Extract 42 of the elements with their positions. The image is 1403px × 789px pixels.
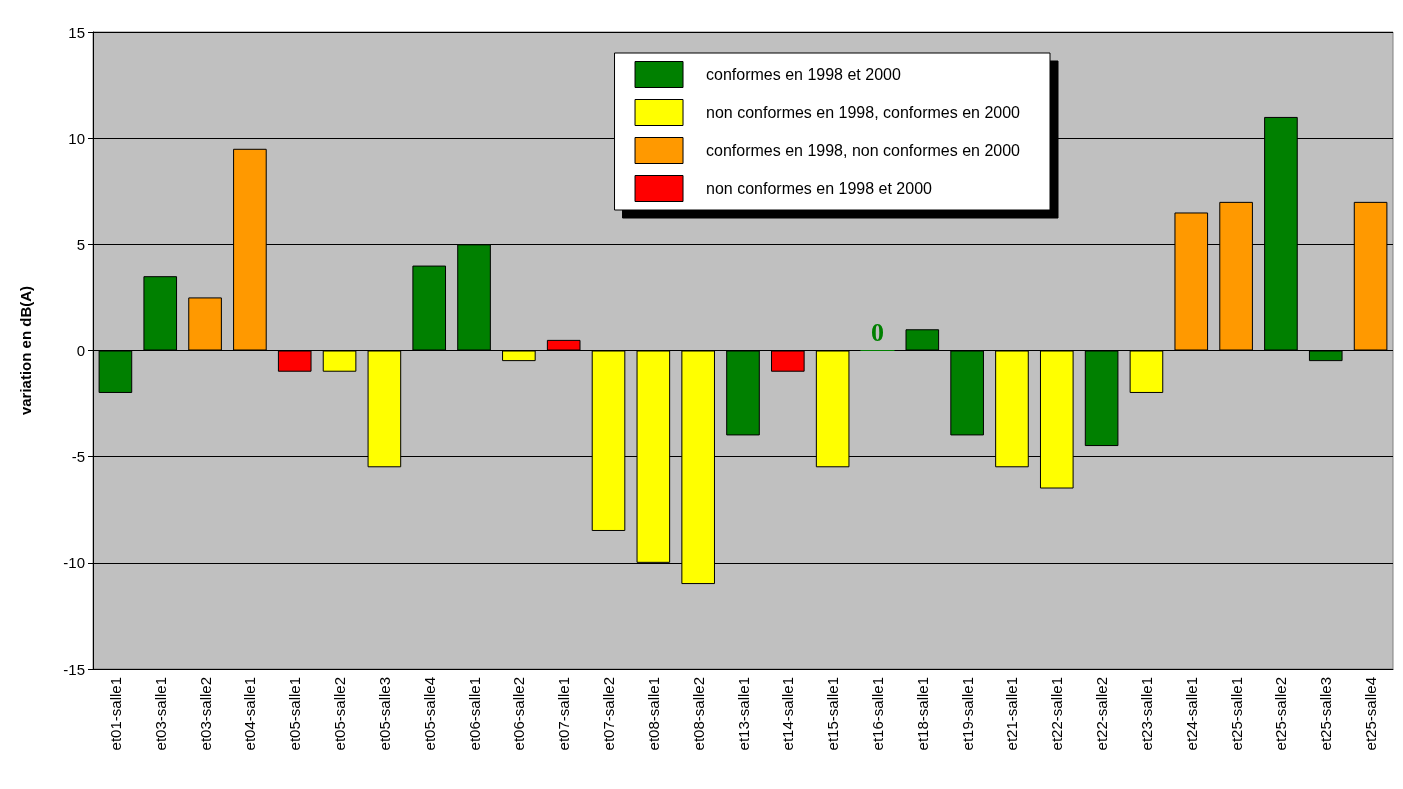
legend-label: non conformes en 1998 et 2000 <box>706 180 933 197</box>
x-tick-label: et25-salle3 <box>1317 677 1335 751</box>
x-tick-label: et21-salle1 <box>1003 677 1021 751</box>
x-tick-label: et19-salle1 <box>958 677 976 751</box>
x-tick-label: et03-salle1 <box>151 677 169 751</box>
x-tick-label: et05-salle2 <box>331 677 349 751</box>
x-tick-label: et05-salle3 <box>375 677 393 751</box>
x-tick-label: et14-salle1 <box>779 677 797 751</box>
y-tick-label: -5 <box>71 448 85 466</box>
x-tick-label: et18-salle1 <box>913 677 931 751</box>
y-tick-label: 10 <box>68 129 85 147</box>
y-tick-label: 5 <box>76 235 85 253</box>
x-tick-label: et06-salle1 <box>465 677 483 751</box>
y-axis-title: variation en dB(A) <box>17 285 34 416</box>
x-tick-label: et22-salle1 <box>1048 677 1066 751</box>
y-tick-label: -10 <box>63 554 85 572</box>
y-tick-label: 15 <box>68 23 85 41</box>
x-tick-label: et15-salle1 <box>824 677 842 751</box>
x-tick-label: et05-salle4 <box>420 677 438 751</box>
x-tick-label: et25-salle4 <box>1362 677 1380 751</box>
x-tick-label: et08-salle2 <box>689 677 707 751</box>
x-tick-label: et16-salle1 <box>868 677 886 751</box>
x-tick-label: et07-salle2 <box>600 677 618 751</box>
legend-label: conformes en 1998, non conformes en 2000 <box>706 142 1021 159</box>
x-tick-label: et05-salle1 <box>286 677 304 751</box>
x-tick-label: et06-salle2 <box>510 677 528 751</box>
x-tick-label: et03-salle2 <box>196 677 214 751</box>
x-tick-label: et08-salle1 <box>644 677 662 751</box>
x-tick-label: et25-salle1 <box>1227 677 1245 751</box>
y-tick-label: -15 <box>63 660 85 678</box>
x-tick-label: et07-salle1 <box>555 677 573 751</box>
x-tick-label: et25-salle2 <box>1272 677 1290 751</box>
x-tick-label: et24-salle1 <box>1182 677 1200 751</box>
x-tick-label: et22-salle2 <box>1093 677 1111 751</box>
x-tick-label: et13-salle1 <box>734 677 752 751</box>
x-tick-label: et01-salle1 <box>106 677 124 751</box>
legend-label: non conformes en 1998, conformes en 2000 <box>706 104 1021 121</box>
x-tick-label: et04-salle1 <box>241 677 259 751</box>
x-tick-label: et23-salle1 <box>1137 677 1155 751</box>
data-label: 0 <box>870 317 884 347</box>
y-tick-label: 0 <box>76 342 85 359</box>
legend-label: conformes en 1998 et 2000 <box>706 66 901 83</box>
